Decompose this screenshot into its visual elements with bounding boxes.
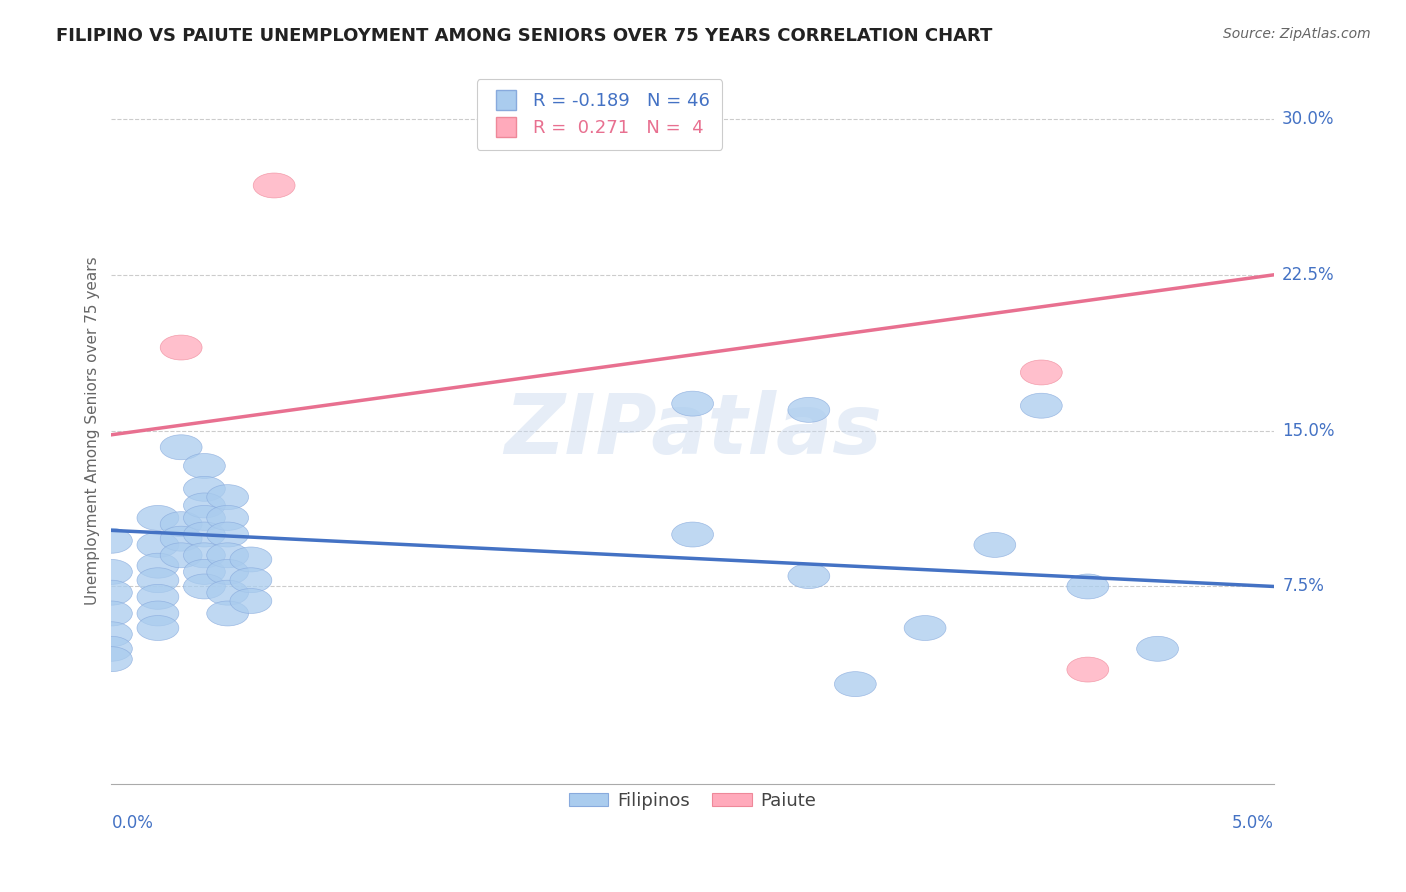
Ellipse shape [90, 580, 132, 605]
Text: 0.0%: 0.0% [111, 814, 153, 832]
Ellipse shape [90, 622, 132, 647]
Ellipse shape [231, 589, 271, 614]
Text: 5.0%: 5.0% [1232, 814, 1274, 832]
Ellipse shape [136, 584, 179, 609]
Ellipse shape [672, 522, 713, 547]
Ellipse shape [160, 512, 202, 537]
Ellipse shape [207, 580, 249, 605]
Text: 22.5%: 22.5% [1282, 266, 1334, 284]
Ellipse shape [207, 484, 249, 509]
Ellipse shape [1136, 636, 1178, 661]
Legend: Filipinos, Paiute: Filipinos, Paiute [561, 785, 824, 817]
Ellipse shape [183, 493, 225, 518]
Ellipse shape [136, 553, 179, 578]
Ellipse shape [136, 533, 179, 558]
Text: ZIPatlas: ZIPatlas [503, 390, 882, 471]
Ellipse shape [183, 559, 225, 584]
Ellipse shape [834, 672, 876, 697]
Ellipse shape [183, 453, 225, 478]
Ellipse shape [136, 506, 179, 531]
Ellipse shape [160, 335, 202, 360]
Ellipse shape [1021, 360, 1063, 385]
Ellipse shape [207, 601, 249, 626]
Y-axis label: Unemployment Among Seniors over 75 years: Unemployment Among Seniors over 75 years [86, 256, 100, 605]
Ellipse shape [90, 601, 132, 626]
Ellipse shape [787, 398, 830, 422]
Ellipse shape [90, 528, 132, 553]
Ellipse shape [253, 173, 295, 198]
Ellipse shape [207, 506, 249, 531]
Ellipse shape [90, 559, 132, 584]
Ellipse shape [183, 506, 225, 531]
Ellipse shape [90, 636, 132, 661]
Ellipse shape [787, 564, 830, 589]
Ellipse shape [136, 615, 179, 640]
Ellipse shape [974, 533, 1015, 558]
Text: 15.0%: 15.0% [1282, 422, 1334, 440]
Ellipse shape [90, 647, 132, 672]
Text: Source: ZipAtlas.com: Source: ZipAtlas.com [1223, 27, 1371, 41]
Ellipse shape [136, 601, 179, 626]
Ellipse shape [183, 522, 225, 547]
Ellipse shape [183, 543, 225, 568]
Ellipse shape [207, 522, 249, 547]
Ellipse shape [136, 568, 179, 592]
Ellipse shape [160, 526, 202, 551]
Ellipse shape [183, 574, 225, 599]
Ellipse shape [904, 615, 946, 640]
Ellipse shape [1067, 657, 1109, 682]
Ellipse shape [207, 559, 249, 584]
Text: 30.0%: 30.0% [1282, 110, 1334, 128]
Text: FILIPINO VS PAIUTE UNEMPLOYMENT AMONG SENIORS OVER 75 YEARS CORRELATION CHART: FILIPINO VS PAIUTE UNEMPLOYMENT AMONG SE… [56, 27, 993, 45]
Ellipse shape [160, 543, 202, 568]
Ellipse shape [672, 392, 713, 416]
Ellipse shape [231, 547, 271, 572]
Ellipse shape [1067, 574, 1109, 599]
Ellipse shape [160, 434, 202, 459]
Text: 7.5%: 7.5% [1282, 577, 1324, 596]
Ellipse shape [207, 543, 249, 568]
Ellipse shape [183, 476, 225, 501]
Ellipse shape [231, 568, 271, 592]
Ellipse shape [1021, 393, 1063, 418]
